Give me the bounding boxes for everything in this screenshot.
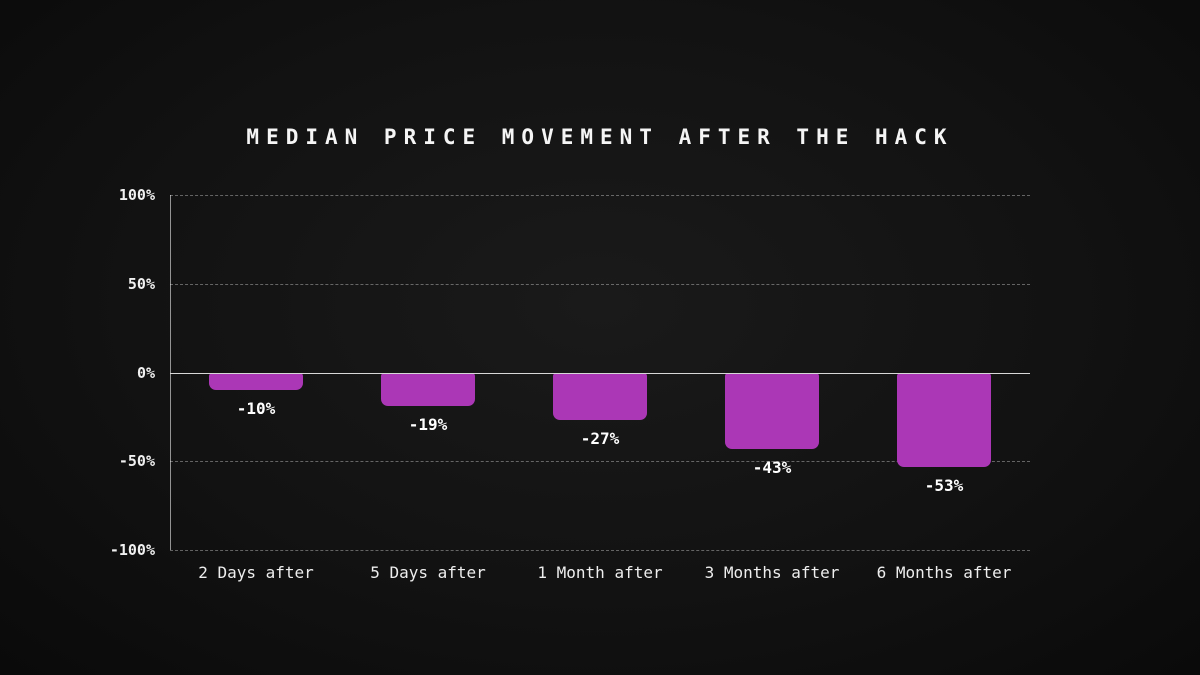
y-axis-tick-label: -50%	[118, 452, 155, 471]
zero-baseline	[170, 372, 1030, 374]
x-axis-category-label: 5 Days after	[370, 563, 486, 582]
x-axis-category-label: 2 Days after	[198, 563, 314, 582]
y-axis-tick-label: 50%	[127, 274, 155, 293]
bar-value-label: -19%	[408, 415, 448, 435]
y-axis-tick-label: 100%	[118, 186, 155, 204]
y-axis-tick-label: -100%	[109, 541, 155, 559]
chart-title: MEDIAN PRICE MOVEMENT AFTER THE HACK	[246, 125, 954, 149]
bar	[725, 372, 819, 449]
x-axis-category-label: 6 Months after	[876, 563, 1012, 582]
x-axis-category-label: 1 Month after	[537, 563, 663, 582]
bar	[897, 372, 991, 467]
x-axis-category-label: 3 Months after	[704, 563, 840, 582]
gridline	[170, 283, 1030, 285]
gridline	[170, 461, 1030, 463]
bar-value-label: -10%	[236, 399, 276, 419]
bar-value-label: -27%	[580, 429, 620, 449]
bar-value-label: -53%	[924, 475, 964, 495]
gridline	[170, 195, 1030, 196]
bar	[553, 372, 647, 421]
bar-value-label: -43%	[752, 457, 792, 477]
plot-area: 100% 50% 0% -50% -100% -10% 2 Days after -19% 5 …	[110, 186, 1030, 582]
bar	[209, 372, 303, 391]
bar	[381, 372, 475, 407]
y-axis-tick-label: 0%	[136, 363, 155, 382]
gridline	[170, 550, 1030, 551]
